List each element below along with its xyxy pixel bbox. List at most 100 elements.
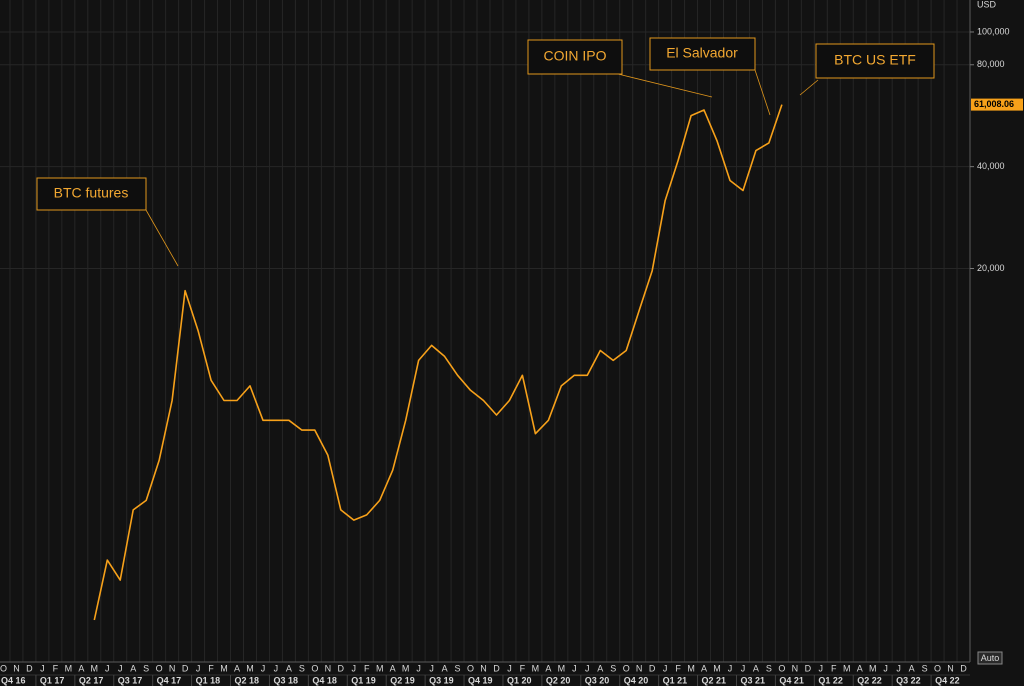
x-tick-label: Q1 22	[818, 675, 843, 685]
x-tick-label: N	[480, 663, 487, 673]
x-tick-label: D	[182, 663, 189, 673]
annotation: BTC US ETF	[799, 43, 935, 96]
x-tick-label: M	[220, 663, 228, 673]
last-value-label: 61,008.06	[974, 99, 1014, 109]
x-tick-label: J	[429, 663, 434, 673]
x-tick-label: J	[741, 663, 746, 673]
x-tick-label: A	[442, 663, 448, 673]
x-tick-label: M	[869, 663, 877, 673]
x-tick-label: J	[416, 663, 421, 673]
last-value-box	[971, 98, 1023, 111]
x-tick-label: N	[13, 663, 20, 673]
auto-button[interactable]	[977, 651, 1003, 665]
x-tick-label: N	[947, 663, 954, 673]
x-tick-label: O	[0, 663, 7, 673]
x-tick-label: Q4 21	[779, 675, 804, 685]
x-tick-label: Q2 21	[702, 675, 727, 685]
x-tick-label: D	[960, 663, 967, 673]
x-tick-label: N	[169, 663, 176, 673]
x-tick-label: Q4 22	[935, 675, 960, 685]
x-tick-label: J	[663, 663, 668, 673]
x-tick-label: Q4 20	[624, 675, 649, 685]
x-tick-label: A	[234, 663, 240, 673]
annotation-leader	[799, 79, 819, 96]
x-tick-label: O	[778, 663, 785, 673]
annotation: El Salvador	[649, 37, 771, 116]
x-tick-label: A	[701, 663, 707, 673]
x-tick-label: M	[65, 663, 73, 673]
annotation-text: COIN IPO	[543, 48, 606, 64]
x-tick-label: A	[597, 663, 603, 673]
x-tick-label: Q1 17	[40, 675, 65, 685]
x-tick-label: S	[455, 663, 461, 673]
x-tick-label: N	[636, 663, 643, 673]
x-tick-label: J	[585, 663, 590, 673]
x-tick-label: Q1 20	[507, 675, 532, 685]
x-tick-label: F	[675, 663, 681, 673]
x-tick-label: Q1 21	[663, 675, 688, 685]
x-tick-label: M	[558, 663, 566, 673]
x-tick-label: S	[299, 663, 305, 673]
x-tick-label: M	[246, 663, 254, 673]
x-tick-label: O	[156, 663, 163, 673]
x-tick-label: F	[53, 663, 59, 673]
x-tick-label: M	[713, 663, 721, 673]
x-tick-label: F	[520, 663, 526, 673]
x-tick-label: A	[545, 663, 551, 673]
x-tick-label: Q2 22	[857, 675, 882, 685]
x-tick-label: J	[105, 663, 110, 673]
x-tick-label: M	[532, 663, 540, 673]
x-tick-label: M	[376, 663, 384, 673]
x-tick-label: F	[831, 663, 837, 673]
grid	[0, 0, 970, 662]
x-tick-label: M	[91, 663, 99, 673]
x-tick-label: J	[118, 663, 123, 673]
x-tick-label: M	[402, 663, 410, 673]
x-tick-label: D	[649, 663, 656, 673]
x-tick-label: Q4 17	[157, 675, 182, 685]
x-tick-label: A	[286, 663, 292, 673]
x-tick-label: Q3 20	[585, 675, 610, 685]
x-tick-label: D	[26, 663, 33, 673]
x-tick-label: J	[274, 663, 279, 673]
x-tick-label: J	[196, 663, 201, 673]
x-tick-label: D	[493, 663, 500, 673]
annotation-box	[815, 43, 935, 79]
x-tick-label: Q3 17	[118, 675, 143, 685]
x-tick-label: O	[623, 663, 630, 673]
annotation-box	[649, 37, 756, 71]
y-axis-label: USD	[977, 0, 997, 9]
annotation-leader	[754, 69, 771, 116]
annotation-text: BTC US ETF	[834, 52, 916, 68]
annotation-text: El Salvador	[666, 45, 738, 61]
x-tick-label: N	[325, 663, 332, 673]
annotation: BTC futures	[36, 177, 179, 267]
x-tick-label: S	[922, 663, 928, 673]
x-tick-label: J	[572, 663, 577, 673]
x-tick-label: J	[261, 663, 266, 673]
x-tick-label: S	[766, 663, 772, 673]
plot	[93, 104, 783, 621]
x-tick-label: S	[610, 663, 616, 673]
x-tick-label: A	[130, 663, 136, 673]
x-tick-label: Q4 18	[312, 675, 337, 685]
x-tick-label: S	[143, 663, 149, 673]
x-tick-label: J	[896, 663, 901, 673]
x-tick-label: A	[909, 663, 915, 673]
annotation-leader	[145, 209, 179, 267]
x-tick-label: Q3 21	[740, 675, 765, 685]
x-tick-label: O	[467, 663, 474, 673]
x-tick-label: F	[208, 663, 214, 673]
x-tick-label: Q1 19	[351, 675, 376, 685]
auto-button-label[interactable]: Auto	[981, 653, 1000, 663]
x-tick-label: O	[311, 663, 318, 673]
annotation-box	[527, 39, 623, 75]
y-tick-label: 100,000	[977, 26, 1010, 36]
y-tick-label: 80,000	[977, 59, 1005, 69]
x-tick-label: F	[364, 663, 370, 673]
x-tick-label: J	[507, 663, 512, 673]
x-tick-label: J	[883, 663, 888, 673]
x-tick-label: Q2 18	[235, 675, 260, 685]
